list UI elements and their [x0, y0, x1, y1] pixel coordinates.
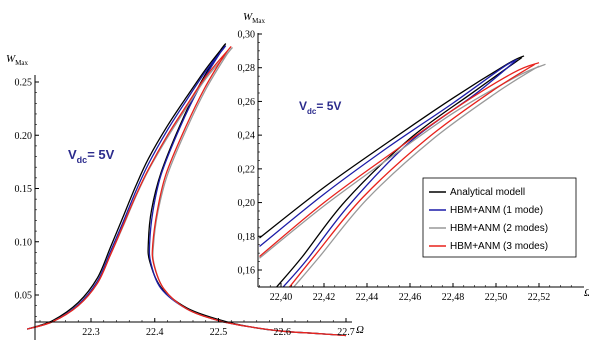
zoom-x-tick-label: 22,48	[442, 292, 465, 303]
main-y-ticks: 0.05 0.10 0.15 0.20 0.25	[15, 78, 39, 317]
main-x-ticks: 22.3 22.4 22.5 22.6 22.7	[39, 318, 355, 338]
main-x-tick-label: 22.6	[274, 327, 292, 338]
zoom-y-tick-label: 0,18	[238, 232, 256, 243]
main-curves	[26, 43, 347, 337]
zoom-series-upper-1	[259, 58, 518, 247]
main-y-axis-label: WMax	[6, 53, 29, 67]
main-series-line-3	[27, 46, 347, 337]
zoom-curves	[259, 55, 546, 287]
main-y-tick-label: 0.10	[15, 237, 33, 248]
main-y-tick-label: 0.25	[15, 78, 33, 89]
main-chart: 22.3 22.4 22.5 22.6 22.7 0.05 0.10 0.15 0.20 0.2…	[6, 43, 364, 340]
legend-entry-2-modes: HBM+ANM (2 modes)	[450, 223, 548, 234]
legend: Analytical modell HBM+ANM (1 mode) HBM+A…	[422, 177, 577, 258]
zoom-series-lower-0	[276, 57, 523, 287]
zoom-y-tick-label: 0,28	[238, 63, 256, 74]
main-y-tick-label: 0.20	[15, 131, 33, 142]
zoom-y-tick-label: 0,22	[238, 164, 256, 175]
zoom-x-tick-label: 22,42	[313, 292, 336, 303]
zoom-x-axis-label: Ω	[584, 287, 589, 299]
zoom-chart: 22,40 22,42 22,44 22,46 22,48 22,50 22,52 0,16…	[238, 11, 589, 303]
zoom-x-tick-label: 22,50	[485, 292, 508, 303]
main-series-line-0	[26, 43, 347, 337]
zoom-series-upper-3	[259, 62, 540, 257]
main-y-tick-label: 0.05	[15, 291, 33, 302]
zoom-y-axis-label: WMax	[243, 11, 266, 25]
legend-entry-3-modes: HBM+ANM (3 modes)	[450, 241, 548, 252]
zoom-y-tick-label: 0,20	[238, 198, 256, 209]
zoom-y-ticks: 0,16 0,18 0,20 0,22 0,24 0,26 0,28 0,30	[238, 30, 262, 279]
main-x-tick-label: 22.4	[146, 327, 164, 338]
main-y-tick-label: 0.15	[15, 184, 33, 195]
zoom-x-tick-label: 22,40	[270, 292, 293, 303]
main-x-tick-label: 22.3	[82, 327, 100, 338]
zoom-series-upper-2	[259, 63, 546, 259]
zoom-series-lower-2	[293, 65, 540, 287]
zoom-y-tick-label: 0,26	[238, 97, 256, 108]
zoom-x-ticks: 22,40 22,42 22,44 22,46 22,48 22,50 22,52	[259, 283, 572, 303]
zoom-x-tick-label: 22,46	[399, 292, 422, 303]
zoom-y-tick-label: 0,16	[238, 266, 256, 277]
zoom-x-tick-label: 22,44	[356, 292, 379, 303]
main-x-axis-label: Ω	[356, 324, 364, 336]
zoom-series-lower-3	[289, 63, 536, 287]
zoom-series-lower-1	[282, 60, 516, 287]
main-x-tick-label: 22.7	[337, 327, 355, 338]
legend-box	[422, 177, 577, 258]
main-x-tick-label: 22.5	[210, 327, 228, 338]
legend-entry-1-mode: HBM+ANM (1 mode)	[450, 205, 543, 216]
zoom-x-tick-label: 22,52	[528, 292, 551, 303]
legend-entry-analytical: Analytical modell	[450, 187, 525, 198]
main-vdc-annotation: Vdc= 5V	[68, 147, 115, 165]
zoom-vdc-annotation: Vdc= 5V	[299, 99, 341, 116]
zoom-y-tick-label: 0,30	[238, 30, 256, 41]
zoom-y-tick-label: 0,24	[238, 131, 256, 142]
